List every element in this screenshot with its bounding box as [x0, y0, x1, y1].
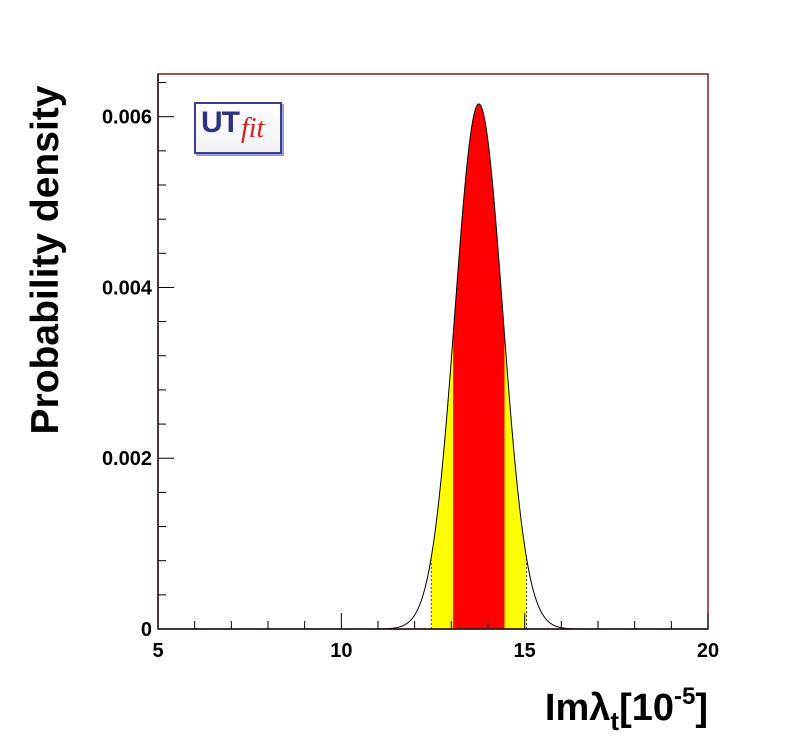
y-tick-label: 0.004	[102, 277, 153, 299]
y-tick-label: 0	[141, 619, 152, 641]
logo-fit-text: fit	[241, 113, 265, 144]
tick-labels: 5 10 15 20 0 0.002 0.004 0.006	[102, 107, 719, 662]
x-tick-label: 10	[330, 640, 352, 662]
y-tick-label: 0.002	[102, 448, 152, 470]
logo-ut-text: UT	[201, 106, 240, 139]
x-tick-label: 20	[697, 640, 719, 662]
utfit-logo: UT fit	[194, 102, 282, 154]
x-tick-label: 15	[514, 640, 536, 662]
x-axis-title: Imλt[10-5]	[545, 683, 708, 736]
x-tick-label: 5	[152, 640, 163, 662]
y-axis-title: Probability density	[24, 85, 67, 434]
credible-regions	[430, 103, 527, 629]
region-68	[453, 103, 505, 629]
y-tick-label: 0.006	[102, 107, 152, 129]
ticks	[157, 82, 709, 630]
